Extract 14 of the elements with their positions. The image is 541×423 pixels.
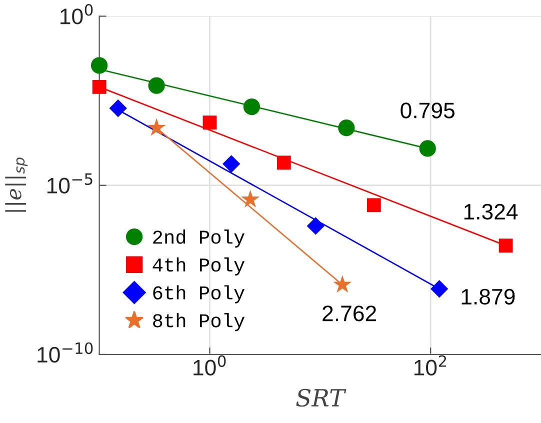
- legend-label: 6th Poly: [153, 285, 245, 304]
- y-tick-label: 10$^{−10}$: [38, 342, 93, 363]
- x-axis-title: SRT: [296, 388, 346, 407]
- annotation: 2.762: [322, 306, 376, 322]
- y-axis-title: ||e||$_{sp}$: [5, 158, 28, 212]
- legend-label: 4th Poly: [152, 257, 245, 276]
- x-tick-label: 10$^{2}$: [414, 355, 446, 376]
- legend-label: 8th Poly: [153, 313, 245, 332]
- y-tick-label: 10$^{0}$: [60, 4, 93, 24]
- annotation: 1.324: [464, 204, 518, 220]
- annotation: 0.795: [400, 102, 454, 118]
- y-tick-label: 10$^{−5}$: [47, 173, 92, 194]
- annotation: 1.879: [462, 288, 515, 305]
- legend-label: 2nd Poly: [153, 229, 245, 248]
